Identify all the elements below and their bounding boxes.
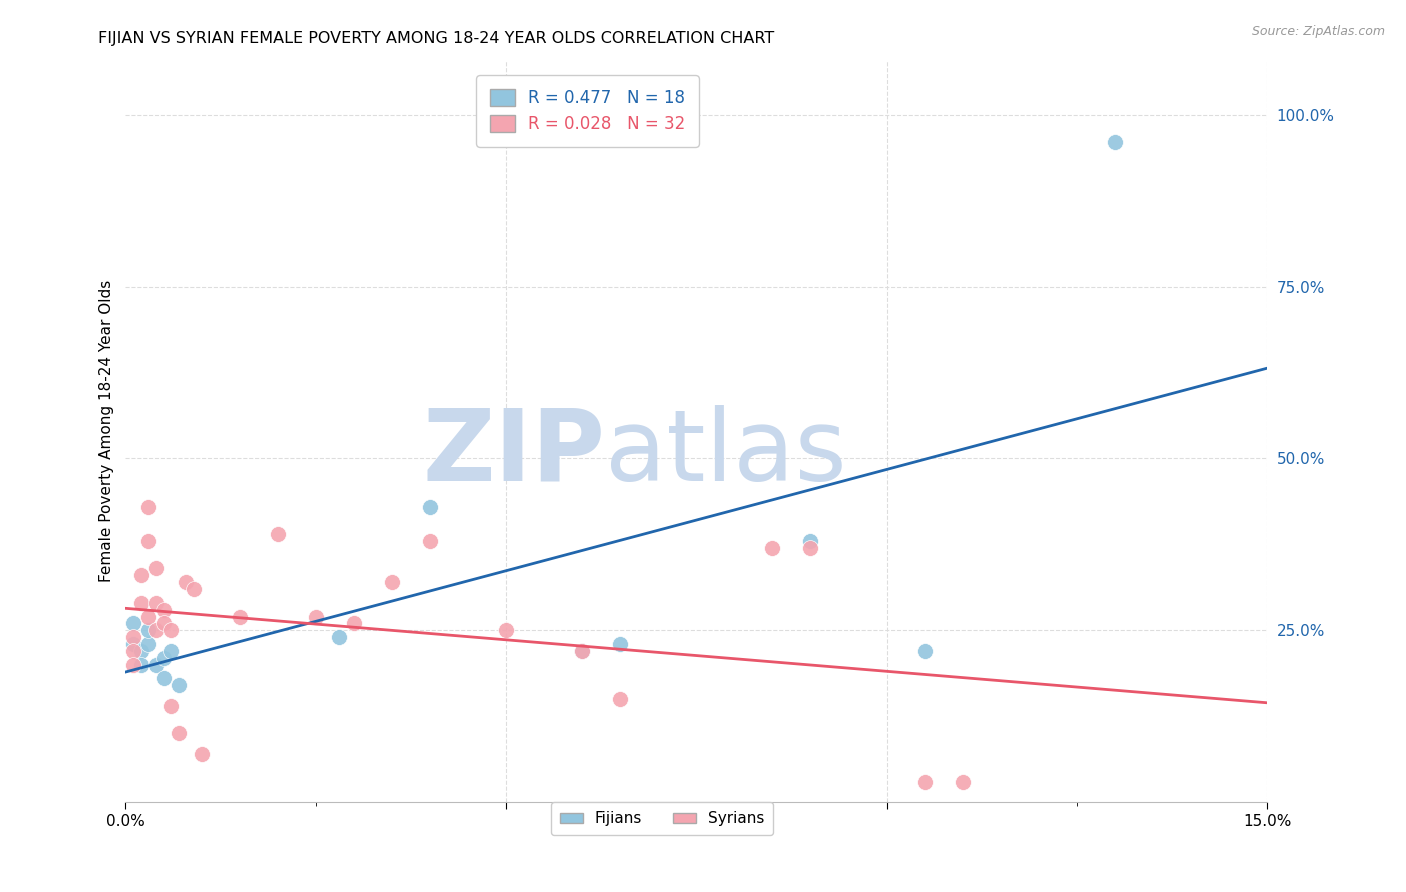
Point — [145, 624, 167, 638]
Point — [129, 596, 152, 610]
Y-axis label: Female Poverty Among 18-24 Year Olds: Female Poverty Among 18-24 Year Olds — [100, 280, 114, 582]
Point — [914, 644, 936, 658]
Point — [381, 575, 404, 590]
Point — [305, 609, 328, 624]
Point — [145, 596, 167, 610]
Point — [122, 637, 145, 651]
Point — [419, 533, 441, 548]
Point — [136, 609, 159, 624]
Point — [228, 609, 250, 624]
Point — [136, 533, 159, 548]
Legend: Fijians, Syrians: Fijians, Syrians — [551, 802, 773, 836]
Point — [495, 624, 517, 638]
Point — [160, 698, 183, 713]
Point — [419, 500, 441, 514]
Point — [122, 657, 145, 672]
Point — [152, 672, 174, 686]
Point — [136, 500, 159, 514]
Point — [176, 575, 198, 590]
Point — [761, 541, 783, 555]
Point — [152, 616, 174, 631]
Point — [167, 678, 190, 692]
Point — [122, 644, 145, 658]
Point — [152, 651, 174, 665]
Point — [129, 644, 152, 658]
Text: Source: ZipAtlas.com: Source: ZipAtlas.com — [1251, 25, 1385, 38]
Point — [136, 624, 159, 638]
Point — [183, 582, 205, 596]
Point — [952, 774, 974, 789]
Point — [152, 603, 174, 617]
Point — [609, 692, 631, 706]
Point — [129, 657, 152, 672]
Text: atlas: atlas — [605, 405, 846, 501]
Point — [136, 637, 159, 651]
Point — [571, 644, 593, 658]
Point — [343, 616, 366, 631]
Point — [914, 774, 936, 789]
Point — [145, 561, 167, 575]
Point — [190, 747, 212, 761]
Point — [129, 568, 152, 582]
Point — [571, 644, 593, 658]
Point — [799, 533, 821, 548]
Point — [160, 624, 183, 638]
Point — [167, 726, 190, 740]
Point — [1104, 135, 1126, 149]
Point — [266, 527, 288, 541]
Text: ZIP: ZIP — [422, 405, 605, 501]
Point — [328, 630, 350, 644]
Point — [122, 616, 145, 631]
Point — [799, 541, 821, 555]
Text: FIJIAN VS SYRIAN FEMALE POVERTY AMONG 18-24 YEAR OLDS CORRELATION CHART: FIJIAN VS SYRIAN FEMALE POVERTY AMONG 18… — [98, 31, 775, 46]
Point — [122, 630, 145, 644]
Point — [160, 644, 183, 658]
Point — [609, 637, 631, 651]
Point — [145, 657, 167, 672]
